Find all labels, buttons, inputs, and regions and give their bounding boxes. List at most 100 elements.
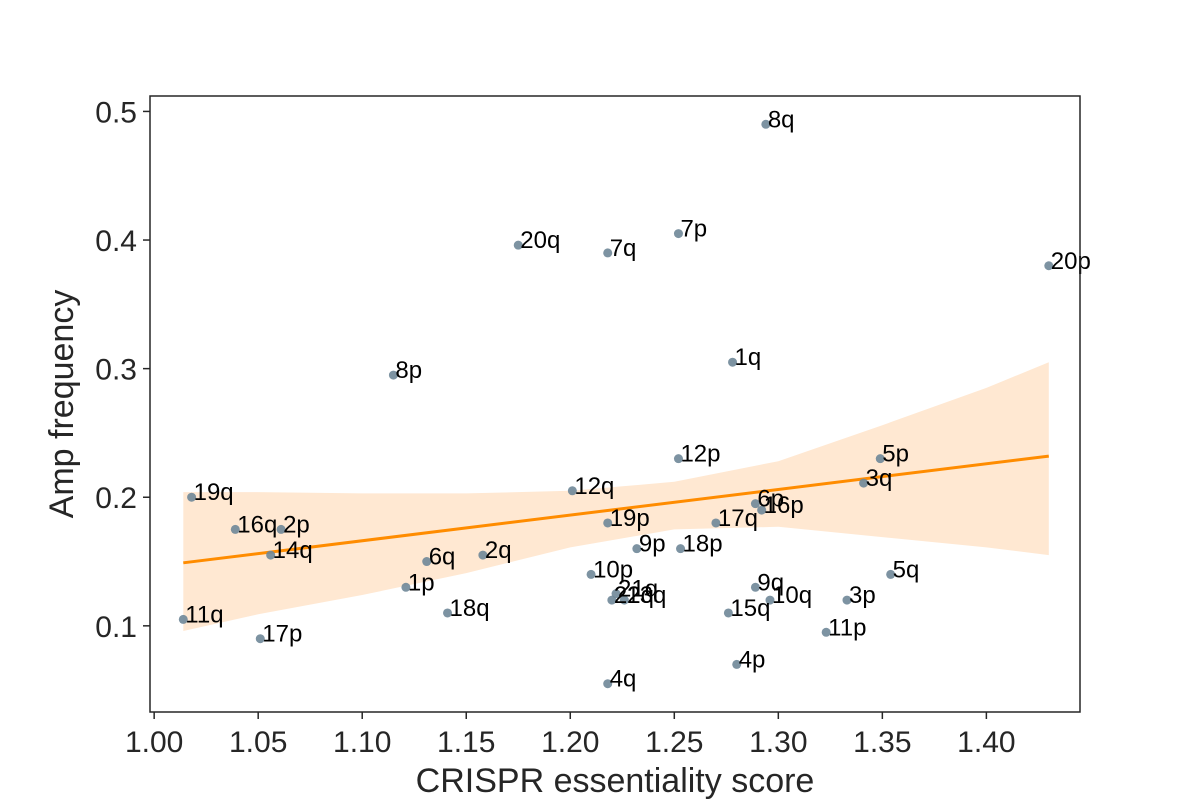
point-label-2p: 2p [283, 511, 310, 538]
point-label-11q: 11q [185, 601, 223, 628]
x-tick-label: 1.15 [437, 726, 495, 759]
data-point-17q [711, 518, 721, 528]
data-point-17p [255, 634, 265, 644]
data-point-20p [1044, 261, 1054, 271]
data-point-11q [178, 614, 188, 624]
data-point-12q [567, 486, 577, 496]
data-point-2p [276, 524, 286, 534]
point-label-19p: 19p [610, 505, 650, 532]
data-point-6p [750, 499, 760, 509]
point-label-19q: 19q [194, 479, 234, 506]
point-label-15q: 15q [730, 595, 770, 622]
data-point-11p [821, 627, 831, 637]
point-label-13q: 13q [626, 582, 666, 609]
data-point-7p [673, 229, 683, 239]
x-tick-label: 1.20 [541, 726, 599, 759]
data-point-3q [859, 478, 869, 488]
data-point-16q [230, 524, 240, 534]
data-point-16p [757, 505, 767, 515]
x-tick-label: 1.00 [125, 726, 183, 759]
data-point-20q [513, 240, 523, 250]
point-label-21q: 21q [618, 576, 658, 603]
data-point-15q [723, 608, 733, 618]
point-label-7p: 7p [680, 216, 707, 243]
point-label-10q: 10q [772, 582, 812, 609]
data-point-4p [732, 659, 742, 669]
point-label-8q: 8q [768, 106, 795, 133]
y-tick-label: 0.2 [95, 482, 137, 515]
data-point-1q [728, 357, 738, 367]
data-point-8p [388, 370, 398, 380]
x-tick-label: 1.05 [229, 726, 287, 759]
regression-line [183, 454, 1049, 565]
point-label-6p: 6p [757, 486, 784, 513]
y-tick-label: 0.5 [95, 96, 137, 129]
point-label-11p: 11p [828, 614, 866, 641]
x-axis-title: CRISPR essentiality score [416, 762, 815, 800]
point-label-1q: 1q [735, 344, 762, 371]
data-points-layer [178, 119, 1054, 689]
point-label-14q: 14q [273, 537, 313, 564]
point-label-2q: 2q [485, 537, 512, 564]
x-tick-label: 1.25 [645, 726, 703, 759]
confidence-band [183, 362, 1049, 631]
data-point-6q [422, 557, 432, 567]
point-label-5q: 5q [893, 556, 920, 583]
data-point-21q [611, 589, 621, 599]
point-label-8p: 8p [395, 357, 422, 384]
data-point-9q [750, 582, 760, 592]
point-label-3p: 3p [849, 582, 876, 609]
data-point-18p [676, 544, 686, 554]
data-point-19q [187, 492, 197, 502]
point-label-16p: 16p [764, 492, 804, 519]
point-label-4q: 4q [610, 666, 637, 693]
y-tick-label: 0.1 [95, 611, 137, 644]
plot-frame [149, 95, 1081, 713]
x-tick-label: 1.10 [333, 726, 391, 759]
point-label-17q: 17q [718, 505, 758, 532]
point-label-20q: 20q [520, 227, 560, 254]
x-tick-label: 1.30 [749, 726, 807, 759]
data-point-5q [886, 569, 896, 579]
y-tick-label: 0.4 [95, 225, 137, 258]
point-label-17p: 17p [262, 621, 302, 648]
x-tick-label: 1.35 [853, 726, 911, 759]
point-label-1p: 1p [408, 569, 435, 596]
data-point-19p [603, 518, 613, 528]
x-tick-label: 1.40 [957, 726, 1015, 759]
point-label-16q: 16q [237, 511, 277, 538]
data-point-5p [875, 454, 885, 464]
x-axis: 1.00 1.05 1.10 1.15 1.20 1.25 1.30 1.35 1.40 [125, 712, 1016, 759]
point-label-22q: 22q [614, 582, 654, 609]
point-label-12p: 12p [680, 441, 720, 468]
y-tick-label: 0.3 [95, 354, 137, 387]
data-point-18q [443, 608, 453, 618]
point-label-7q: 7q [610, 235, 637, 262]
point-label-9q: 9q [757, 569, 784, 596]
data-point-2q [478, 550, 488, 560]
point-label-10p: 10p [593, 556, 633, 583]
data-point-9p [632, 544, 642, 554]
y-axis-title: Amp frequency [43, 290, 81, 519]
y-axis: 0.1 0.2 0.3 0.4 0.5 [95, 96, 150, 644]
data-point-12p [673, 454, 683, 464]
data-point-7q [603, 248, 613, 258]
data-point-22q [607, 595, 617, 605]
point-label-18p: 18p [683, 531, 723, 558]
point-label-5p: 5p [882, 441, 909, 468]
point-label-4p: 4p [739, 646, 766, 673]
point-label-6q: 6q [429, 544, 456, 571]
point-label-20p: 20p [1051, 248, 1091, 275]
data-point-4q [603, 679, 613, 689]
point-label-18q: 18q [450, 595, 490, 622]
point-label-12q: 12q [574, 473, 614, 500]
data-point-13q [619, 595, 629, 605]
data-point-10q [765, 595, 775, 605]
confidence-band-layer [183, 362, 1049, 631]
point-label-9p: 9p [639, 531, 666, 558]
data-point-1p [401, 582, 411, 592]
point-label-3q: 3q [866, 465, 893, 492]
